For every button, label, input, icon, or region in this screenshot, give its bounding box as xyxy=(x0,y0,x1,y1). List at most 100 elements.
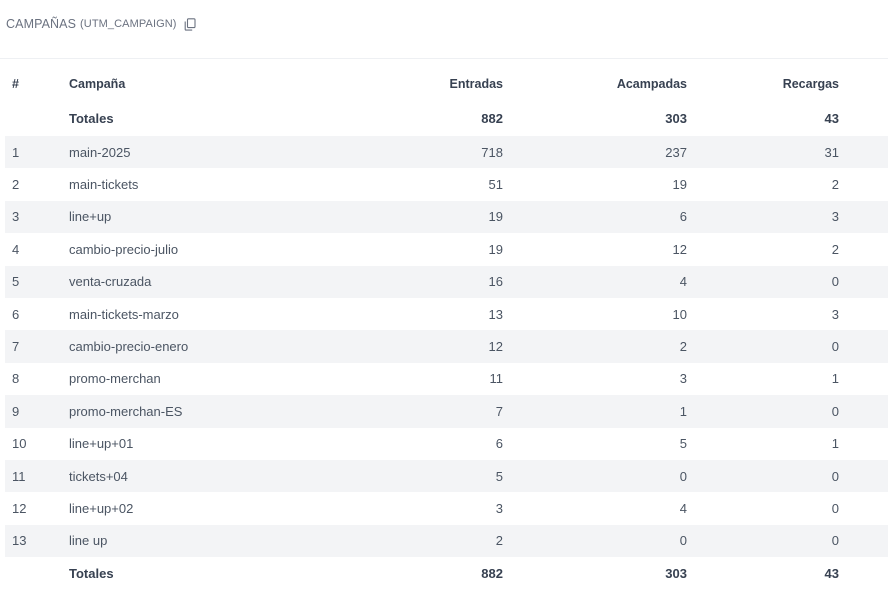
row-recargas: 1 xyxy=(831,436,839,452)
row-entradas: 2 xyxy=(329,524,503,558)
row-campaign: cambio-precio-julio xyxy=(69,241,179,257)
row-spacer xyxy=(839,459,888,493)
row-entradas: 7 xyxy=(329,395,503,428)
row-entradas: 12 xyxy=(329,330,503,363)
row-spacer xyxy=(839,233,888,265)
copy-icon[interactable] xyxy=(184,17,196,31)
row-campaign: promo-merchan xyxy=(69,371,161,387)
row-recargas: 0 xyxy=(831,500,839,516)
totals-index-cell xyxy=(5,100,69,136)
row-entradas: 13 xyxy=(488,306,503,322)
row-index: 3 xyxy=(5,200,69,234)
row-recargas: 1 xyxy=(831,371,839,387)
header-index[interactable]: # xyxy=(12,76,19,91)
row-campaign: promo-merchan-ES xyxy=(69,395,329,428)
section-title: CAMPAÑAS (UTM_CAMPAIGN) xyxy=(6,16,196,32)
row-acampadas: 1 xyxy=(503,395,687,428)
row-spacer xyxy=(839,363,888,395)
row-recargas: 0 xyxy=(687,265,839,298)
row-spacer xyxy=(839,524,888,558)
row-index: 2 xyxy=(12,177,20,193)
row-recargas: 0 xyxy=(687,330,839,363)
row-campaign: main-tickets xyxy=(69,177,139,193)
table-row[interactable]: 5 venta-cruzada 16 4 0 xyxy=(5,265,888,298)
row-campaign: line+up xyxy=(69,200,329,234)
row-acampadas: 19 xyxy=(672,177,687,193)
table-row[interactable]: 7 cambio-precio-enero 12 2 0 xyxy=(5,330,888,363)
totals-label: Totales xyxy=(69,110,114,126)
row-campaign: tickets+04 xyxy=(69,459,329,493)
row-spacer xyxy=(839,395,888,428)
row-recargas: 2 xyxy=(831,177,839,193)
table-row[interactable]: 10 line+up+01 6 5 1 xyxy=(5,428,888,460)
row-acampadas: 0 xyxy=(503,524,687,558)
header-entradas[interactable]: Entradas xyxy=(449,76,504,91)
table-row[interactable]: 13 line up 2 0 0 xyxy=(5,524,888,558)
table-row[interactable]: 3 line+up 19 6 3 xyxy=(5,200,888,234)
row-entradas: 11 xyxy=(489,371,504,387)
row-index: 5 xyxy=(5,265,69,298)
table-row[interactable]: 11 tickets+04 5 0 0 xyxy=(5,459,888,493)
table-row[interactable]: 2 main-tickets 51 19 2 xyxy=(5,168,888,200)
row-index: 1 xyxy=(5,136,69,169)
row-recargas: 31 xyxy=(687,136,839,169)
row-index: 9 xyxy=(5,395,69,428)
row-recargas: 0 xyxy=(687,459,839,493)
row-acampadas: 237 xyxy=(503,136,687,169)
row-entradas: 19 xyxy=(488,241,503,257)
row-index: 6 xyxy=(12,306,20,322)
row-entradas: 6 xyxy=(495,436,503,452)
table-row[interactable]: 12 line+up+02 3 4 0 xyxy=(5,492,888,524)
row-recargas: 3 xyxy=(687,200,839,234)
row-entradas: 5 xyxy=(329,459,503,493)
totals-entradas: 882 xyxy=(481,110,503,126)
row-index: 10 xyxy=(12,436,27,452)
totals-row-bottom: Totales 882 303 43 xyxy=(5,557,888,590)
row-acampadas: 6 xyxy=(503,200,687,234)
row-spacer xyxy=(839,200,888,234)
row-campaign: cambio-precio-enero xyxy=(69,330,329,363)
totals-spacer xyxy=(839,100,888,136)
row-entradas: 3 xyxy=(495,500,503,516)
row-recargas: 3 xyxy=(831,306,839,322)
row-index: 7 xyxy=(5,330,69,363)
table-row[interactable]: 6 main-tickets-marzo 13 10 3 xyxy=(5,298,888,330)
header-acampadas[interactable]: Acampadas xyxy=(616,76,687,91)
row-spacer xyxy=(839,330,888,363)
row-acampadas: 10 xyxy=(672,306,687,322)
row-acampadas: 5 xyxy=(679,436,687,452)
row-recargas: 2 xyxy=(831,241,839,257)
section-title-text: CAMPAÑAS xyxy=(6,17,77,31)
row-campaign: venta-cruzada xyxy=(69,265,329,298)
section-subtitle: (UTM_CAMPAIGN) xyxy=(80,18,177,30)
row-recargas: 0 xyxy=(687,524,839,558)
row-acampadas: 4 xyxy=(679,500,687,516)
table-row[interactable]: 4 cambio-precio-julio 19 12 2 xyxy=(5,233,888,265)
row-campaign: main-tickets-marzo xyxy=(69,306,179,322)
row-spacer xyxy=(839,492,888,524)
footer-acampadas: 303 xyxy=(665,566,687,582)
row-acampadas: 3 xyxy=(679,371,687,387)
footer-label: Totales xyxy=(69,566,114,582)
row-spacer xyxy=(839,136,888,169)
footer-spacer xyxy=(839,557,888,590)
footer-recargas: 43 xyxy=(824,566,839,582)
header-campaign[interactable]: Campaña xyxy=(69,76,126,91)
footer-entradas: 882 xyxy=(481,566,503,582)
footer-index-cell xyxy=(5,557,69,590)
section-divider xyxy=(0,58,888,59)
row-campaign: line+up+01 xyxy=(69,436,134,452)
table-row[interactable]: 8 promo-merchan 11 3 1 xyxy=(5,363,888,395)
row-index: 4 xyxy=(12,241,20,257)
row-campaign: line+up+02 xyxy=(69,500,134,516)
totals-recargas: 43 xyxy=(824,110,839,126)
row-campaign: main-2025 xyxy=(69,136,329,169)
header-recargas[interactable]: Recargas xyxy=(782,76,839,91)
row-spacer xyxy=(839,428,888,460)
row-entradas: 51 xyxy=(488,177,503,193)
row-recargas: 0 xyxy=(687,395,839,428)
row-entradas: 718 xyxy=(329,136,503,169)
row-spacer xyxy=(839,265,888,298)
table-row[interactable]: 1 main-2025 718 237 31 xyxy=(5,136,888,169)
table-row[interactable]: 9 promo-merchan-ES 7 1 0 xyxy=(5,395,888,428)
